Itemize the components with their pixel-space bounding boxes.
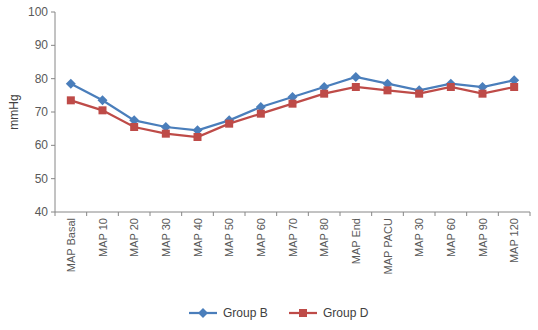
data-point — [98, 95, 108, 105]
x-tick-label: MAP 20 — [128, 218, 140, 257]
data-point — [67, 96, 75, 104]
x-tick — [245, 212, 246, 216]
data-point — [384, 86, 392, 94]
data-point — [415, 90, 423, 98]
x-tick-label: MAP 60 — [445, 218, 457, 257]
y-tick-label: 50 — [35, 172, 49, 186]
y-tick — [51, 178, 55, 179]
x-tick-label: MAP 120 — [508, 218, 520, 263]
data-point — [352, 83, 360, 91]
y-axis-label: mmHg — [7, 94, 21, 129]
data-point — [479, 90, 487, 98]
data-point — [351, 72, 361, 82]
data-point — [130, 123, 138, 131]
data-point — [320, 90, 328, 98]
x-tick — [530, 212, 531, 216]
series-line — [71, 87, 514, 137]
x-tick — [403, 212, 404, 216]
series-line — [71, 77, 514, 130]
y-tick — [51, 145, 55, 146]
y-tick-label: 70 — [35, 105, 49, 119]
y-tick — [51, 112, 55, 113]
x-tick — [276, 212, 277, 216]
y-tick — [51, 78, 55, 79]
legend-label: Group B — [223, 306, 268, 320]
legend: Group B Group D — [189, 306, 369, 320]
x-tick-label: MAP 70 — [287, 218, 299, 257]
x-tick — [118, 212, 119, 216]
x-tick — [435, 212, 436, 216]
data-point — [66, 79, 76, 89]
chart-svg: 40 50 60 70 80 90 100 MAP Basal MAP 10 MAP 20 MAP … — [0, 0, 538, 330]
x-tick-label: MAP PACU — [382, 218, 394, 274]
y-tick-label: 100 — [28, 5, 48, 19]
data-point — [194, 133, 202, 141]
x-tick-label: MAP 80 — [318, 218, 330, 257]
x-tick — [213, 212, 214, 216]
x-tick-label: MAP 60 — [255, 218, 267, 257]
y-tick-label: 60 — [35, 138, 49, 152]
y-tick-label: 40 — [35, 205, 49, 219]
x-tick — [340, 212, 341, 216]
legend-marker — [299, 309, 307, 317]
plot-area — [66, 72, 519, 141]
chart-container: 40 50 60 70 80 90 100 MAP Basal MAP 10 MAP 20 MAP … — [0, 0, 538, 330]
y-tick — [51, 212, 55, 213]
legend-marker — [198, 308, 208, 318]
y-tick — [51, 12, 55, 13]
y-tick-label: 80 — [35, 72, 49, 86]
x-tick — [466, 212, 467, 216]
x-tick-label: MAP Basal — [65, 218, 77, 272]
x-tick-label: MAP 40 — [192, 218, 204, 257]
data-point — [225, 120, 233, 128]
y-tick — [51, 45, 55, 46]
legend-label: Group D — [323, 306, 369, 320]
x-tick-label: MAP 30 — [413, 218, 425, 257]
data-point — [510, 83, 518, 91]
x-tick — [150, 212, 151, 216]
y-tick-label: 90 — [35, 38, 49, 52]
x-tick — [498, 212, 499, 216]
x-tick — [181, 212, 182, 216]
data-point — [257, 110, 265, 118]
data-point — [289, 100, 297, 108]
x-tick-label: MAP 90 — [477, 218, 489, 257]
data-point — [99, 106, 107, 114]
x-tick — [371, 212, 372, 216]
x-tick — [308, 212, 309, 216]
data-point — [162, 130, 170, 138]
data-point — [447, 83, 455, 91]
x-axis — [55, 212, 530, 213]
x-tick — [86, 212, 87, 216]
x-tick — [55, 212, 56, 216]
x-tick-label: MAP 30 — [160, 218, 172, 257]
x-tick-label: MAP End — [350, 218, 362, 264]
x-tick-label: MAP 50 — [223, 218, 235, 257]
x-tick-label: MAP 10 — [97, 218, 109, 257]
